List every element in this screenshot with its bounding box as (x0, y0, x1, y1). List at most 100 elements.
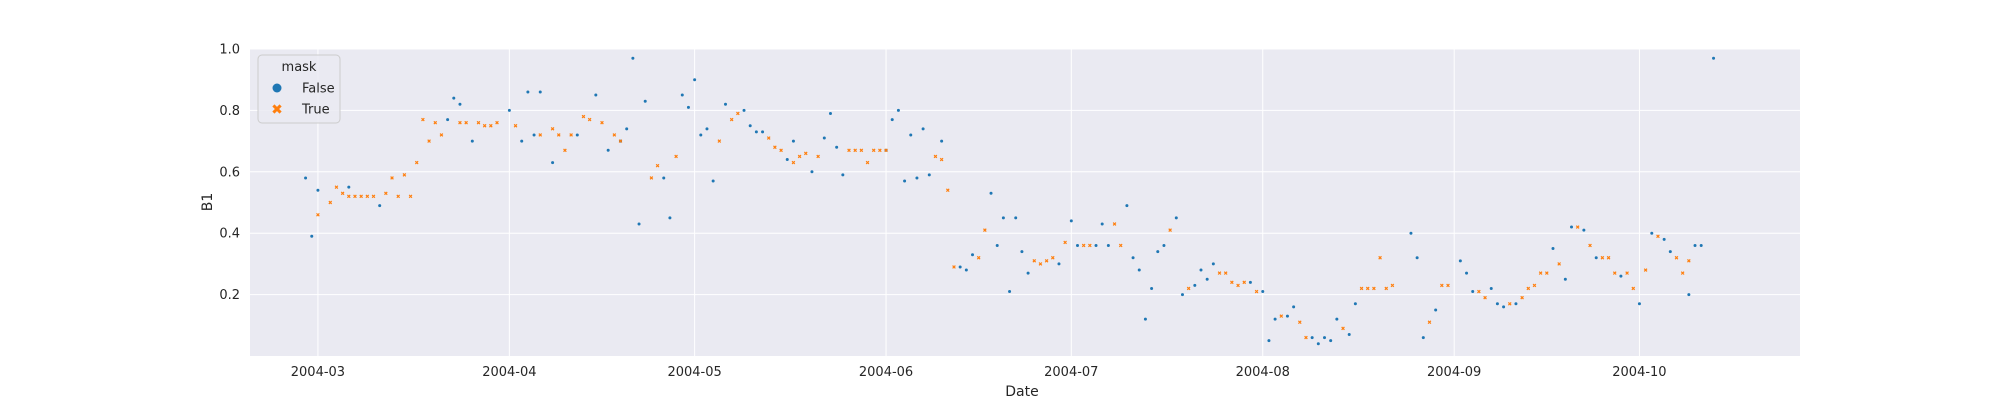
data-point (526, 90, 530, 94)
data-point (779, 148, 783, 153)
data-point (773, 145, 777, 150)
data-point (359, 194, 363, 199)
data-point (414, 160, 419, 165)
data-point (680, 93, 684, 97)
data-point (1044, 259, 1049, 263)
data-point (1143, 317, 1147, 321)
x-tick-label: 2004-06 (859, 365, 913, 380)
data-point (736, 111, 740, 116)
data-point (532, 133, 536, 137)
data-point (1465, 271, 1469, 275)
data-point (371, 194, 376, 199)
data-point (1261, 290, 1265, 294)
data-point (1347, 333, 1351, 337)
data-point (1038, 262, 1043, 266)
data-point (1001, 216, 1005, 220)
data-point (1532, 283, 1537, 288)
data-point (612, 133, 617, 137)
data-point (1489, 286, 1493, 290)
data-point (1118, 243, 1123, 248)
x-axis-title: Date (1005, 384, 1038, 400)
data-point (1329, 339, 1333, 343)
data-point (859, 148, 864, 153)
data-point (513, 123, 518, 128)
data-point (575, 133, 579, 137)
data-point (1205, 277, 1209, 281)
data-point (1570, 225, 1574, 229)
data-point (346, 194, 351, 199)
data-point (1174, 216, 1178, 220)
data-point (1137, 268, 1141, 272)
data-point (458, 120, 462, 125)
data-point (1279, 314, 1284, 318)
data-point (520, 139, 524, 143)
data-point (1131, 256, 1135, 260)
data-point (1316, 342, 1320, 346)
y-tick-label: 0.2 (219, 288, 240, 303)
data-point (563, 148, 567, 153)
data-point (637, 222, 641, 226)
data-point (1304, 335, 1308, 340)
x-tick-label: 2004-10 (1612, 365, 1666, 380)
data-point (384, 191, 388, 196)
data-point (976, 255, 981, 260)
y-tick-label: 0.8 (219, 104, 240, 119)
data-point (606, 148, 610, 152)
y-tick-label: 0.4 (219, 227, 240, 242)
data-point (464, 120, 468, 125)
data-point (1285, 314, 1289, 318)
data-point (556, 133, 561, 137)
data-point (1619, 274, 1623, 278)
data-point (1427, 320, 1432, 325)
data-point (1020, 250, 1024, 254)
data-point (878, 148, 882, 153)
data-point (1230, 280, 1234, 285)
data-point (1600, 255, 1605, 260)
data-point (600, 120, 604, 125)
x-tick-label: 2004-04 (482, 365, 536, 380)
data-point (761, 130, 765, 134)
data-point (1699, 243, 1703, 247)
data-point (705, 127, 709, 131)
data-point (1421, 336, 1425, 340)
data-point (1106, 243, 1110, 247)
data-point (674, 154, 678, 159)
data-point (1520, 295, 1524, 300)
data-point (1674, 255, 1679, 260)
data-point (1514, 302, 1518, 306)
data-point (1050, 255, 1055, 260)
data-point (853, 148, 858, 153)
data-point (686, 105, 690, 109)
data-point (1384, 286, 1389, 291)
data-point (1551, 247, 1555, 251)
data-point (1094, 243, 1098, 247)
data-point (594, 93, 598, 97)
data-point (1223, 271, 1228, 275)
legend-entries: False True (272, 82, 335, 118)
data-point (365, 194, 370, 199)
data-point (328, 200, 333, 205)
data-point (1415, 256, 1419, 260)
data-point (1088, 243, 1092, 248)
data-point (939, 157, 944, 162)
data-point (915, 176, 919, 180)
data-point (1254, 289, 1259, 294)
data-point (940, 139, 944, 143)
data-point (754, 130, 758, 134)
data-point (1668, 250, 1672, 254)
data-point (1359, 286, 1364, 291)
data-point (1150, 286, 1154, 290)
data-point (865, 160, 870, 165)
data-point (797, 154, 802, 159)
y-axis-title: B1 (200, 193, 216, 212)
data-point (729, 117, 734, 122)
data-point (1069, 219, 1073, 223)
data-point (1242, 280, 1247, 285)
data-point (587, 117, 592, 122)
data-point (1588, 243, 1592, 248)
data-point (1582, 228, 1586, 232)
data-point (1557, 262, 1561, 266)
data-point (1471, 290, 1475, 294)
data-point (1248, 280, 1252, 284)
data-point (507, 108, 511, 112)
